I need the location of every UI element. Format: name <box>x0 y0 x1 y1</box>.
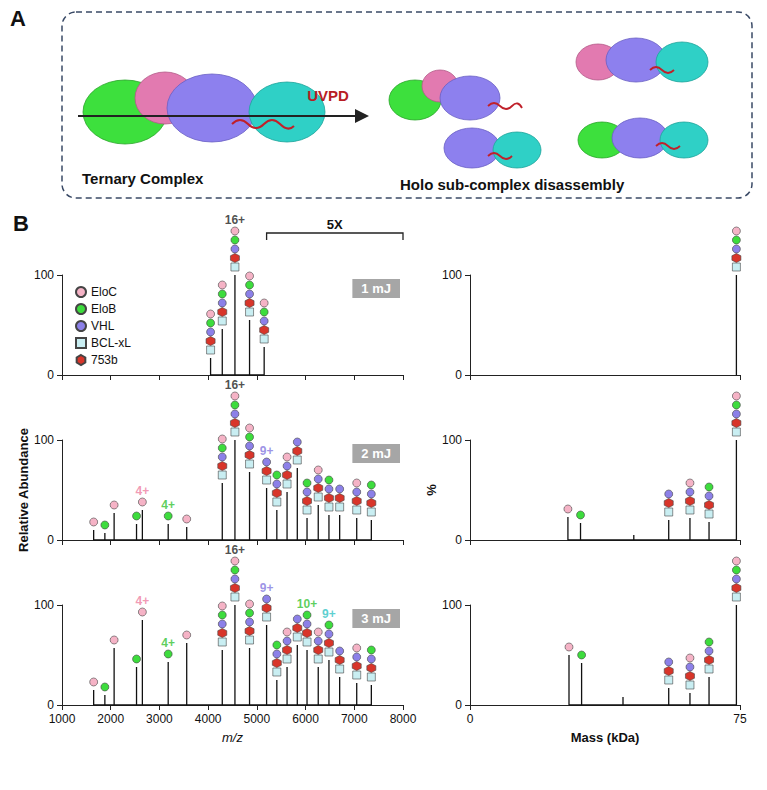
svg-text:8000: 8000 <box>390 712 417 726</box>
svg-text:75: 75 <box>733 712 747 726</box>
svg-text:100: 100 <box>34 433 54 447</box>
svg-text:BCL-xL: BCL-xL <box>91 336 131 350</box>
svg-text:0: 0 <box>455 368 462 382</box>
svg-text:2 mJ: 2 mJ <box>361 446 391 461</box>
svg-text:4+: 4+ <box>161 636 175 650</box>
svg-text:100: 100 <box>442 598 462 612</box>
svg-text:VHL: VHL <box>91 319 115 333</box>
svg-text:5000: 5000 <box>244 712 271 726</box>
svg-text:0: 0 <box>455 533 462 547</box>
svg-text:0: 0 <box>47 533 54 547</box>
svg-text:m/z: m/z <box>222 730 243 745</box>
svg-text:UVPD: UVPD <box>307 87 349 104</box>
svg-text:2000: 2000 <box>97 712 124 726</box>
svg-text:6000: 6000 <box>292 712 319 726</box>
svg-text:3000: 3000 <box>146 712 173 726</box>
svg-text:753b: 753b <box>91 353 118 367</box>
svg-text:3 mJ: 3 mJ <box>361 611 391 626</box>
svg-text:9+: 9+ <box>322 607 336 621</box>
svg-text:EloB: EloB <box>91 302 116 316</box>
svg-text:4+: 4+ <box>136 594 150 608</box>
svg-text:16+: 16+ <box>225 213 245 227</box>
svg-text:7000: 7000 <box>341 712 368 726</box>
svg-text:16+: 16+ <box>225 543 245 557</box>
svg-text:1000: 1000 <box>49 712 76 726</box>
svg-text:0: 0 <box>47 368 54 382</box>
svg-text:Mass (kDa): Mass (kDa) <box>571 730 640 745</box>
svg-text:1 mJ: 1 mJ <box>361 281 391 296</box>
svg-text:4+: 4+ <box>161 498 175 512</box>
svg-text:A: A <box>10 6 26 31</box>
svg-text:100: 100 <box>34 598 54 612</box>
svg-text:0: 0 <box>455 698 462 712</box>
svg-text:100: 100 <box>34 268 54 282</box>
svg-text:Ternary Complex: Ternary Complex <box>82 170 204 187</box>
svg-text:Relative Abundance: Relative Abundance <box>16 428 31 552</box>
svg-text:100: 100 <box>442 268 462 282</box>
svg-text:5X: 5X <box>327 217 343 232</box>
svg-text:Holo sub-complex disassembly: Holo sub-complex disassembly <box>400 176 625 193</box>
svg-text:4000: 4000 <box>195 712 222 726</box>
svg-text:0: 0 <box>467 712 474 726</box>
svg-text:16+: 16+ <box>225 378 245 392</box>
svg-text:B: B <box>13 211 29 236</box>
svg-text:0: 0 <box>47 698 54 712</box>
svg-text:10+: 10+ <box>297 597 317 611</box>
svg-text:100: 100 <box>442 433 462 447</box>
svg-text:9+: 9+ <box>260 444 274 458</box>
svg-text:4+: 4+ <box>136 484 150 498</box>
svg-text:%: % <box>424 484 439 496</box>
svg-text:9+: 9+ <box>260 581 274 595</box>
svg-text:EloC: EloC <box>91 285 117 299</box>
